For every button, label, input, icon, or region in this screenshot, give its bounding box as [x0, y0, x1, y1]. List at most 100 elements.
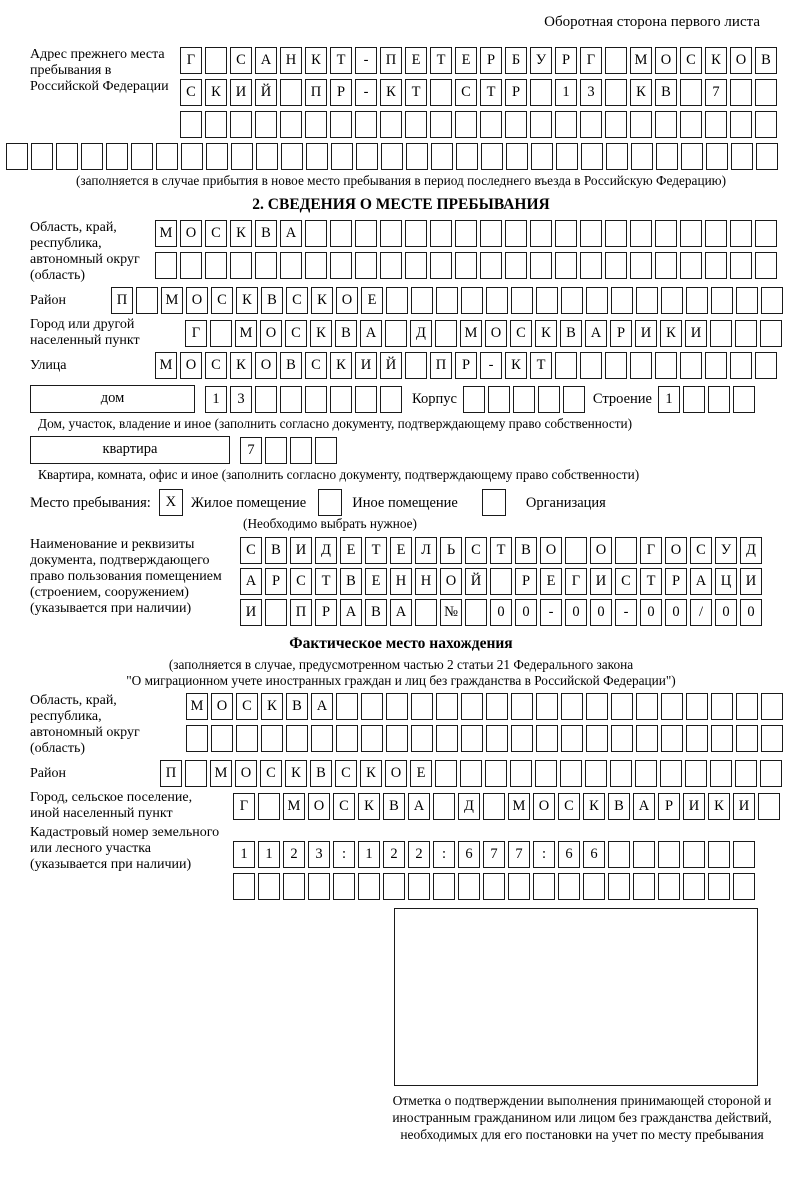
char-box[interactable] [705, 352, 727, 379]
char-box[interactable]: А [585, 319, 607, 347]
char-box[interactable] [255, 111, 277, 138]
char-box[interactable] [658, 841, 680, 868]
char-box[interactable] [733, 841, 755, 868]
char-box[interactable] [455, 220, 477, 247]
char-box[interactable]: 2 [283, 841, 305, 868]
char-box[interactable] [483, 792, 505, 820]
char-box[interactable] [630, 111, 652, 138]
char-box[interactable] [536, 725, 558, 752]
char-box[interactable] [408, 873, 430, 900]
char-box[interactable]: Д [458, 792, 480, 820]
char-box[interactable]: Е [405, 47, 427, 74]
char-box[interactable] [530, 79, 552, 106]
char-box[interactable] [331, 143, 353, 170]
char-box[interactable]: Г [233, 792, 255, 820]
char-box[interactable] [680, 111, 702, 138]
char-box[interactable]: Й [255, 79, 277, 106]
char-box[interactable] [683, 841, 705, 868]
char-box[interactable]: М [161, 287, 183, 314]
char-box[interactable]: И [230, 79, 252, 106]
char-box[interactable]: К [330, 352, 352, 379]
char-box[interactable]: 2 [408, 841, 430, 868]
char-box[interactable]: Е [390, 537, 412, 564]
char-box[interactable]: Г [580, 47, 602, 74]
char-box[interactable]: 6 [583, 841, 605, 868]
char-box[interactable]: И [240, 599, 262, 626]
char-box[interactable] [630, 220, 652, 247]
char-box[interactable] [561, 287, 583, 314]
char-box[interactable] [280, 79, 302, 106]
char-box[interactable] [580, 252, 602, 279]
char-box[interactable]: В [255, 220, 277, 247]
char-box[interactable]: О [655, 47, 677, 74]
char-box[interactable] [611, 693, 633, 720]
char-box[interactable] [386, 725, 408, 752]
char-box[interactable]: П [111, 287, 133, 314]
char-box[interactable]: 0 [490, 599, 512, 626]
char-box[interactable]: В [365, 599, 387, 626]
char-box[interactable] [630, 252, 652, 279]
char-box[interactable]: Г [185, 319, 207, 347]
char-box[interactable] [486, 287, 508, 314]
char-box[interactable]: Б [505, 47, 527, 74]
char-box[interactable]: К [305, 47, 327, 74]
char-box[interactable] [611, 287, 633, 314]
char-box[interactable]: Н [415, 568, 437, 595]
char-box[interactable] [655, 252, 677, 279]
char-box[interactable] [633, 841, 655, 868]
char-box[interactable] [661, 693, 683, 720]
char-box[interactable] [405, 352, 427, 379]
char-box[interactable] [487, 385, 510, 413]
char-box[interactable] [456, 143, 478, 170]
char-box[interactable]: П [160, 760, 182, 787]
char-box[interactable]: С [510, 319, 532, 347]
char-box[interactable] [508, 873, 530, 900]
char-box[interactable] [461, 693, 483, 720]
char-box[interactable]: О [180, 352, 202, 379]
char-box[interactable]: К [583, 792, 605, 820]
char-box[interactable]: О [235, 760, 257, 787]
char-box[interactable] [685, 760, 707, 787]
char-box[interactable] [605, 252, 627, 279]
char-box[interactable] [380, 111, 402, 138]
char-box[interactable] [265, 436, 287, 464]
char-box[interactable] [608, 873, 630, 900]
char-box[interactable] [186, 725, 208, 752]
char-box[interactable] [605, 79, 627, 106]
char-box[interactable] [656, 143, 678, 170]
char-box[interactable] [761, 693, 783, 720]
char-box[interactable]: В [280, 352, 302, 379]
char-box[interactable]: В [310, 760, 332, 787]
char-box[interactable] [555, 352, 577, 379]
char-box[interactable]: 3 [230, 385, 252, 413]
char-box[interactable] [205, 252, 227, 279]
char-box[interactable] [411, 693, 433, 720]
char-box[interactable]: Е [410, 760, 432, 787]
char-box[interactable] [480, 252, 502, 279]
char-box[interactable]: М [460, 319, 482, 347]
char-box[interactable] [458, 873, 480, 900]
char-box[interactable]: Т [330, 47, 352, 74]
char-box[interactable]: Р [515, 568, 537, 595]
char-box[interactable] [210, 319, 232, 347]
char-box[interactable] [533, 873, 555, 900]
char-box[interactable]: Р [658, 792, 680, 820]
char-box[interactable] [708, 841, 730, 868]
char-box[interactable] [733, 873, 755, 900]
char-box[interactable]: О [533, 792, 555, 820]
char-box[interactable]: С [335, 760, 357, 787]
char-box[interactable] [680, 252, 702, 279]
char-box[interactable]: Й [380, 352, 402, 379]
char-box[interactable]: Т [315, 568, 337, 595]
char-box[interactable] [433, 792, 455, 820]
char-box[interactable]: Г [640, 537, 662, 564]
char-box[interactable] [361, 725, 383, 752]
char-box[interactable] [505, 252, 527, 279]
char-box[interactable]: О [440, 568, 462, 595]
char-box[interactable] [581, 143, 603, 170]
char-box[interactable] [255, 252, 277, 279]
char-box[interactable]: 0 [715, 599, 737, 626]
char-box[interactable] [512, 385, 535, 413]
char-box[interactable]: 1 [555, 79, 577, 106]
char-box[interactable] [755, 79, 777, 106]
